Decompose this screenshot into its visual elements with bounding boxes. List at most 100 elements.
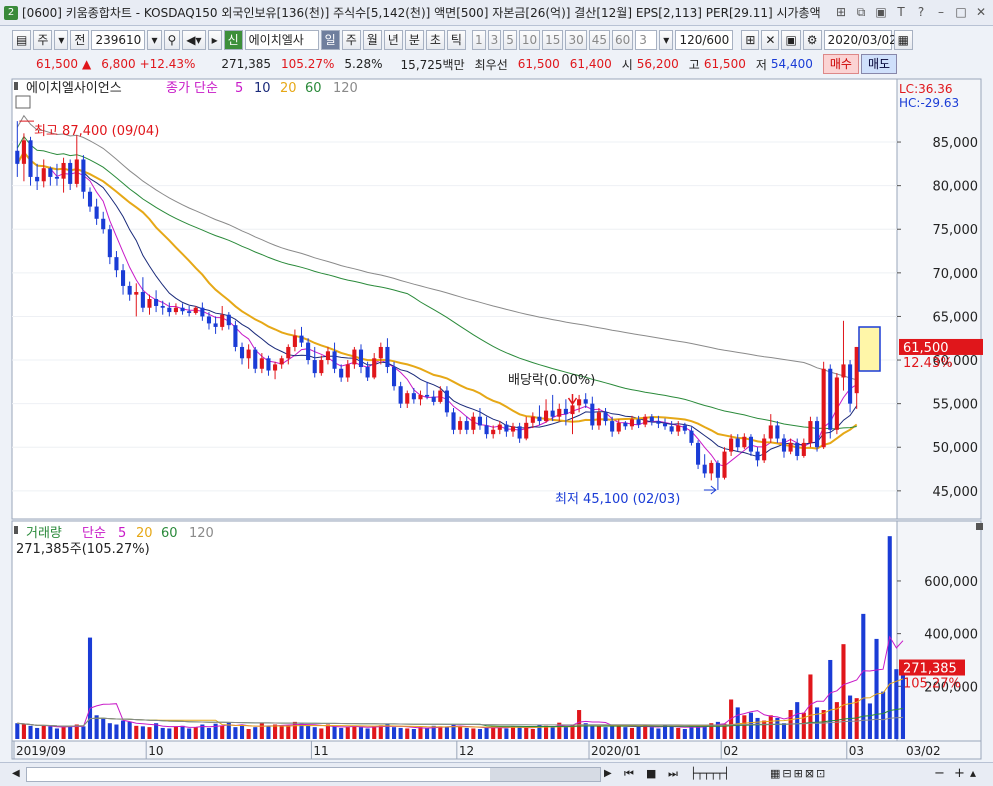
interval-5[interactable]: 5 <box>503 30 517 50</box>
candle <box>134 292 139 295</box>
scroll-right-icon[interactable]: ▶ <box>604 768 612 779</box>
candle <box>497 424 502 430</box>
candle <box>312 360 317 374</box>
interval-1[interactable]: 1 <box>471 30 486 50</box>
grid-icon[interactable]: ⊞ <box>835 5 847 19</box>
last-price-flag <box>899 338 983 355</box>
tab-week[interactable]: 주 <box>341 30 361 50</box>
price-tick-label: 55,000 <box>933 398 979 413</box>
volume-bar <box>854 698 859 739</box>
save-chart-icon[interactable]: ▣ <box>781 30 801 50</box>
candle <box>755 451 760 461</box>
date-input[interactable]: 2020/03/02 <box>823 30 897 50</box>
volume-bar <box>345 727 350 739</box>
text-icon[interactable]: T <box>897 5 905 19</box>
compare-icon[interactable]: ⊞ <box>741 30 760 50</box>
tab-day[interactable]: 일 <box>320 30 340 50</box>
layout-icon[interactable]: ▤ <box>12 30 32 50</box>
volume-panel-menu-icon[interactable] <box>976 523 983 530</box>
volume-bar <box>616 725 621 739</box>
prev-button[interactable]: 전 <box>70 30 90 50</box>
price-tick-label: 50,000 <box>933 441 979 456</box>
dividend-annotation: 배당락(0.00%) <box>508 373 595 388</box>
trade-value: 15,725백만 <box>400 57 465 72</box>
volume-bar <box>385 724 390 739</box>
interval-dropdown-icon[interactable]: ▾ <box>659 30 674 50</box>
volume-bar <box>352 725 357 739</box>
forward-icon[interactable]: ⏭ <box>668 767 678 780</box>
candle <box>742 436 747 448</box>
volume-bar <box>570 724 575 739</box>
candle <box>154 299 159 306</box>
restore-icon[interactable]: □ <box>955 5 967 19</box>
volume-bar <box>894 669 899 739</box>
scroll-left-icon[interactable]: ◀ <box>12 768 20 779</box>
stop-icon[interactable]: ■ <box>646 767 657 780</box>
volume-bar <box>107 723 112 739</box>
volume-bar <box>709 723 714 739</box>
vol-ma5-legend: 5 <box>118 526 126 541</box>
zoom-out-icon[interactable]: − <box>934 766 945 781</box>
zoom-slider[interactable]: ├┬┬┬┬┤ <box>690 767 730 780</box>
search-icon[interactable]: ⚲ <box>163 30 181 50</box>
volume-bar <box>398 727 403 739</box>
tab-second[interactable]: 초 <box>425 30 445 50</box>
candle <box>795 442 800 456</box>
volume-bar <box>801 712 806 739</box>
tab-year[interactable]: 년 <box>383 30 403 50</box>
help-icon[interactable]: ? <box>917 5 925 19</box>
expand-icon[interactable]: ▴ <box>970 766 977 780</box>
tab-tick[interactable]: 틱 <box>446 30 466 50</box>
count-input[interactable]: 120/600 <box>675 30 734 50</box>
sell-button[interactable]: 매도 <box>860 54 898 74</box>
nav-prev-icon[interactable]: ▸ <box>207 30 222 50</box>
calendar-icon[interactable]: ▦ <box>893 30 913 50</box>
interval-3[interactable]: 3 <box>487 30 502 50</box>
interval-15[interactable]: 15 <box>542 30 564 50</box>
price-tick-label: 85,000 <box>933 136 979 151</box>
credit-badge: 신 <box>223 30 243 50</box>
candle <box>28 140 33 177</box>
buy-button[interactable]: 매수 <box>822 54 859 74</box>
save-icon[interactable]: ▣ <box>875 5 887 19</box>
candle <box>286 346 291 359</box>
horizontal-scrollbar[interactable] <box>26 767 601 782</box>
link-icon[interactable]: ⧉ <box>856 5 866 19</box>
kind-dropdown-icon[interactable]: ▾ <box>54 30 69 50</box>
volume-bar <box>239 724 245 739</box>
stock-code-input[interactable]: 239610 <box>91 30 146 50</box>
last-volume-label: 271,385 <box>903 662 957 677</box>
chart-tools-icon[interactable]: ▦⊟⊞⊠⊡ <box>770 767 828 780</box>
kind-select[interactable]: 주 <box>33 30 53 50</box>
calculator-icon[interactable] <box>15 95 31 109</box>
volume-bar <box>458 726 463 739</box>
interval-input[interactable]: 3 <box>635 30 658 50</box>
candle <box>603 412 608 422</box>
volume-bar <box>504 728 509 739</box>
open-price: 56,200 <box>636 57 679 71</box>
tab-minute[interactable]: 분 <box>404 30 424 50</box>
close-icon[interactable]: ✕ <box>975 5 987 19</box>
draw-icon[interactable]: ✕ <box>761 30 780 50</box>
candle <box>273 364 278 371</box>
volume-legend-name[interactable]: 거래량 <box>26 526 62 541</box>
interval-45[interactable]: 45 <box>588 30 611 50</box>
minimize-icon[interactable]: – <box>938 5 944 19</box>
settings-gear-icon[interactable]: ⚙ <box>802 30 822 50</box>
interval-10[interactable]: 10 <box>518 30 541 50</box>
tab-month[interactable]: 월 <box>362 30 382 50</box>
interval-30[interactable]: 30 <box>565 30 587 50</box>
candle <box>841 364 846 378</box>
candle <box>101 218 106 230</box>
volume-bar <box>544 725 549 739</box>
price-legend-name[interactable]: 에이치엘사이언스 <box>26 81 122 96</box>
scrollbar-thumb[interactable] <box>490 768 600 781</box>
zoom-in-icon[interactable]: + <box>954 766 965 781</box>
candle <box>854 346 859 394</box>
interval-60[interactable]: 60 <box>612 30 634 50</box>
chart-area[interactable]: 85,000 80,000 75,000 70,000 65,000 60,000 55,0… <box>0 76 993 762</box>
code-dropdown-icon[interactable]: ▾ <box>147 30 162 50</box>
sound-icon[interactable]: ◀▾ <box>182 30 206 50</box>
rewind-icon[interactable]: ⏮ <box>624 767 634 780</box>
candle <box>781 438 787 452</box>
